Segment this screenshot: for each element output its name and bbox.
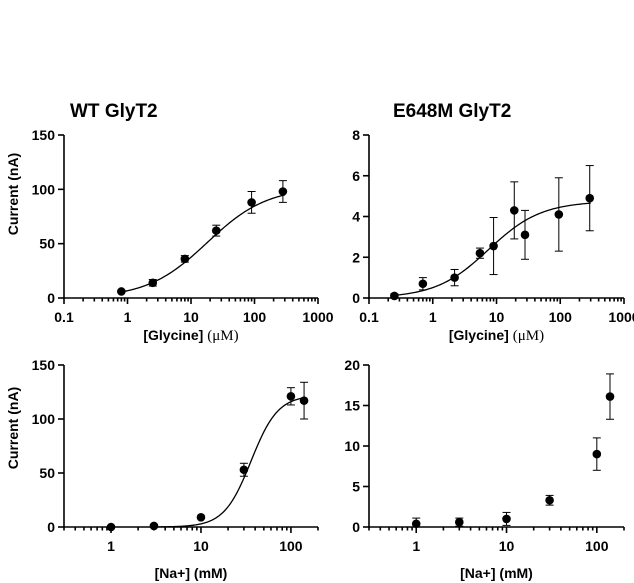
data-point xyxy=(278,187,288,196)
data-point xyxy=(390,291,399,301)
x-tick-label: 1 xyxy=(429,309,437,325)
data-point xyxy=(585,193,595,203)
x-axis-label: [Na+] (mM) xyxy=(155,565,228,581)
y-tick-label: 5 xyxy=(352,479,360,495)
y-axis-label: Current (nA) xyxy=(5,153,21,235)
y-tick-label: 8 xyxy=(352,127,360,143)
panel-title-wt: WT GlyT2 xyxy=(70,101,158,122)
y-tick-label: 2 xyxy=(352,249,360,265)
x-tick-label: 10 xyxy=(499,538,515,554)
data-point xyxy=(450,273,459,282)
x-axis-label-text: [Glycine] xyxy=(143,327,203,343)
x-axis-label: [Na+] (mM) xyxy=(460,565,533,581)
x-tick-label: 1 xyxy=(412,538,420,554)
data-point xyxy=(509,206,519,215)
data-point xyxy=(148,278,158,288)
data-point xyxy=(239,465,249,475)
data-point xyxy=(106,522,116,532)
data-point xyxy=(545,495,554,505)
x-tick-label: 100 xyxy=(585,538,609,554)
x-axis-label: [Glycine] (μM) xyxy=(449,327,544,344)
data-point xyxy=(149,521,159,531)
data-point xyxy=(180,254,190,264)
y-tick-label: 150 xyxy=(32,127,56,143)
y-tick-label: 100 xyxy=(32,181,56,197)
y-tick-label: 20 xyxy=(344,357,360,373)
chart-e648m-sodium: 0 5 10 15 20 1 10 100 [Na+] (mM) xyxy=(344,357,625,581)
fit-curve xyxy=(153,397,305,528)
y-tick-label: 4 xyxy=(352,209,360,225)
x-tick-label: 1 xyxy=(124,309,132,325)
x-tick-label: 10 xyxy=(193,538,209,554)
data-point xyxy=(489,241,498,251)
x-axis-unit: (μM) xyxy=(207,328,238,344)
data-point xyxy=(299,396,309,405)
y-tick-label: 50 xyxy=(39,236,55,252)
x-tick-label: 1000 xyxy=(302,309,333,325)
y-tick-label: 150 xyxy=(32,357,56,373)
x-tick-label: 1000 xyxy=(608,309,634,325)
x-axis-label-text: [Glycine] xyxy=(449,327,509,343)
x-tick-label: 0.1 xyxy=(359,309,379,325)
data-point xyxy=(411,519,421,529)
x-tick-label: 100 xyxy=(549,309,573,325)
y-tick-label: 0 xyxy=(47,519,55,535)
x-axis-unit: (μM) xyxy=(513,328,544,344)
y-tick-label: 0 xyxy=(47,290,55,306)
data-point xyxy=(455,517,464,527)
x-tick-label: 10 xyxy=(183,309,199,325)
x-tick-label: 1 xyxy=(107,538,115,554)
panel-title-e648m: E648M GlyT2 xyxy=(393,101,511,122)
data-point xyxy=(592,449,602,459)
x-tick-label: 100 xyxy=(279,538,303,554)
data-point xyxy=(247,198,256,207)
y-axis-label: Current (nA) xyxy=(5,387,21,469)
y-tick-label: 0 xyxy=(352,290,360,306)
data-point xyxy=(211,226,221,235)
x-axis-label-text: [Na+] (mM) xyxy=(460,565,533,581)
chart-e648m-glycine: 0 2 4 6 8 0.1 1 10 100 1000 [Glycine](μM) xyxy=(352,127,634,344)
data-point xyxy=(286,392,296,401)
x-axis-label: [Glycine] (μM) xyxy=(143,327,238,344)
x-tick-label: 100 xyxy=(243,309,267,325)
data-point xyxy=(554,210,564,219)
data-point xyxy=(605,392,615,401)
fit-curve xyxy=(119,194,285,293)
x-axis-label-text: [Na+] (mM) xyxy=(155,565,228,581)
y-tick-label: 50 xyxy=(39,465,55,481)
y-tick-label: 0 xyxy=(352,519,360,535)
y-tick-label: 10 xyxy=(344,438,360,454)
data-point xyxy=(520,230,530,240)
y-tick-label: 15 xyxy=(344,398,360,414)
y-tick-label: 6 xyxy=(352,168,360,184)
chart-wt-sodium: 0 50 100 150 1 10 100 [Na+] (mM) Current (nA) xyxy=(5,357,319,581)
data-point xyxy=(475,248,485,258)
chart-wt-glycine: 0 50 100 150 0.1 1 10 100 1000 [Glycine] (μM) Curre… xyxy=(5,127,334,344)
data-point xyxy=(117,287,126,296)
data-point xyxy=(418,279,428,289)
x-tick-label: 10 xyxy=(489,309,505,325)
y-tick-label: 100 xyxy=(32,411,56,427)
data-point xyxy=(502,514,511,524)
x-tick-label: 0.1 xyxy=(54,309,74,325)
data-point xyxy=(196,512,206,522)
